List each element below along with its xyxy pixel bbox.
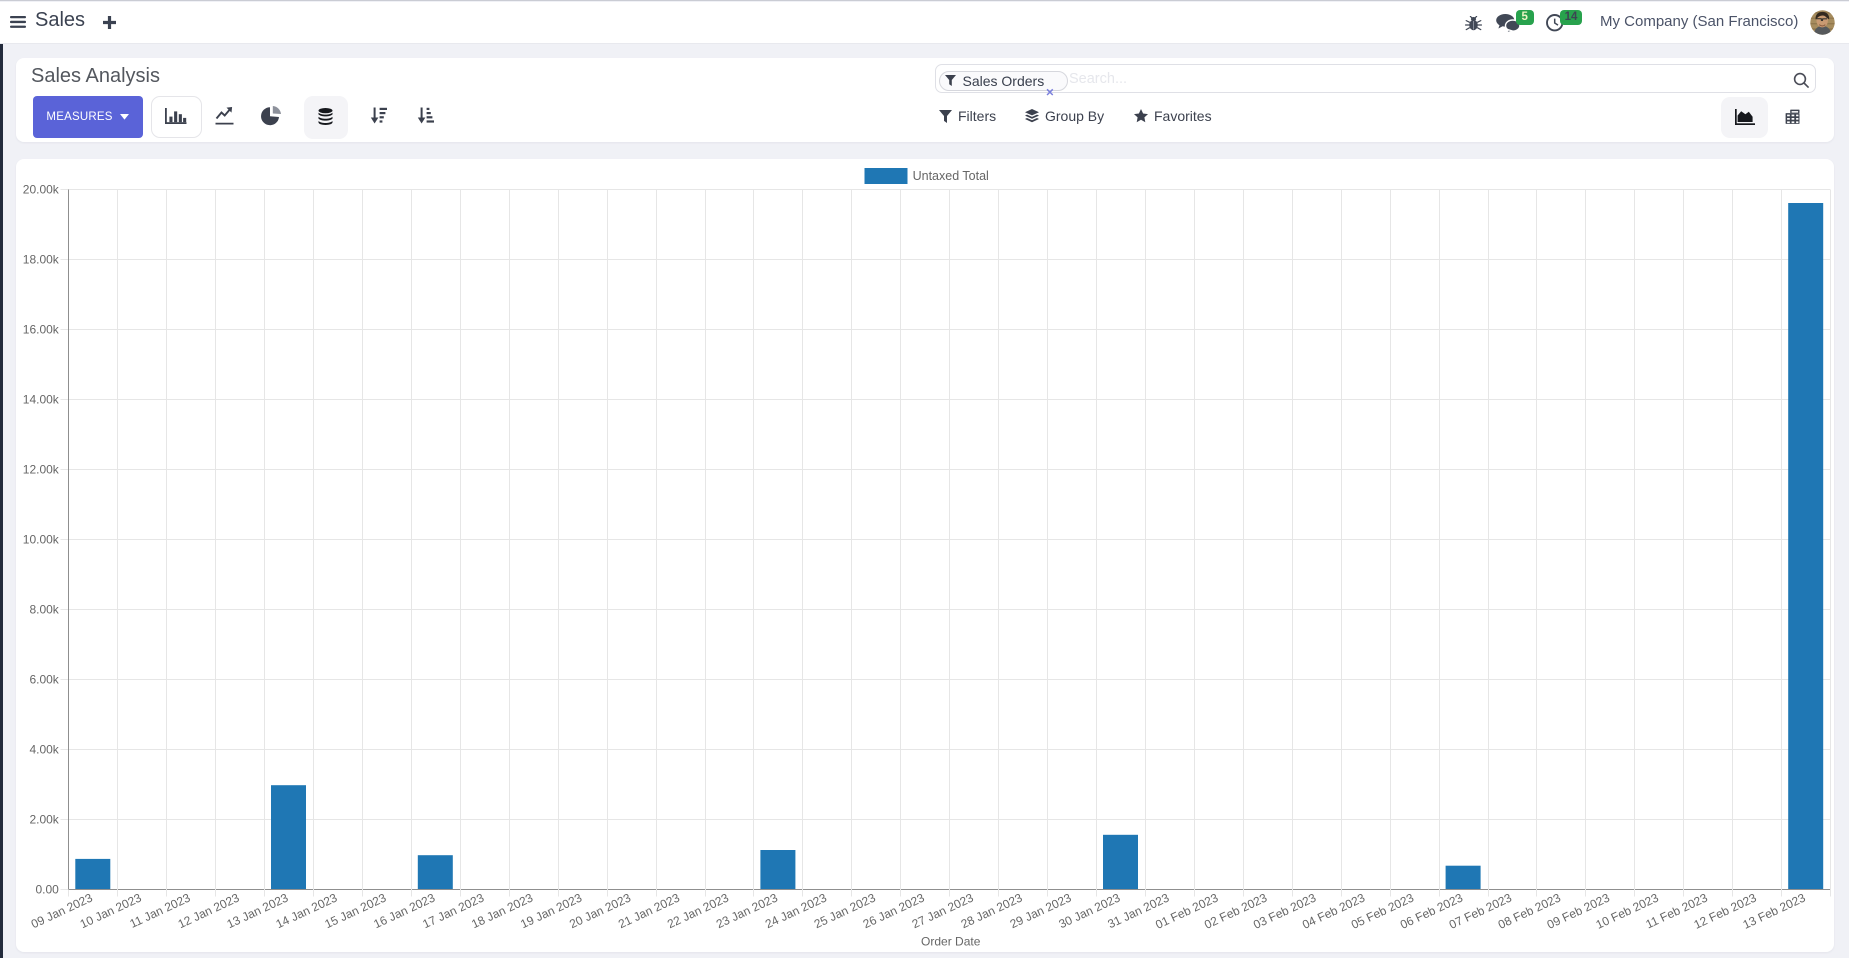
svg-text:12.00k: 12.00k — [22, 463, 59, 477]
svg-text:18.00k: 18.00k — [22, 253, 59, 267]
svg-text:16.00k: 16.00k — [22, 323, 59, 337]
svg-text:Untaxed Total: Untaxed Total — [912, 169, 988, 183]
svg-text:2.00k: 2.00k — [29, 813, 59, 827]
svg-text:14.00k: 14.00k — [22, 393, 59, 407]
svg-text:0.00: 0.00 — [35, 883, 59, 897]
svg-text:8.00k: 8.00k — [29, 603, 59, 617]
svg-text:10.00k: 10.00k — [22, 533, 59, 547]
svg-text:6.00k: 6.00k — [29, 673, 59, 687]
svg-text:20.00k: 20.00k — [22, 183, 59, 197]
svg-text:4.00k: 4.00k — [29, 743, 59, 757]
svg-text:Order Date: Order Date — [921, 935, 981, 949]
